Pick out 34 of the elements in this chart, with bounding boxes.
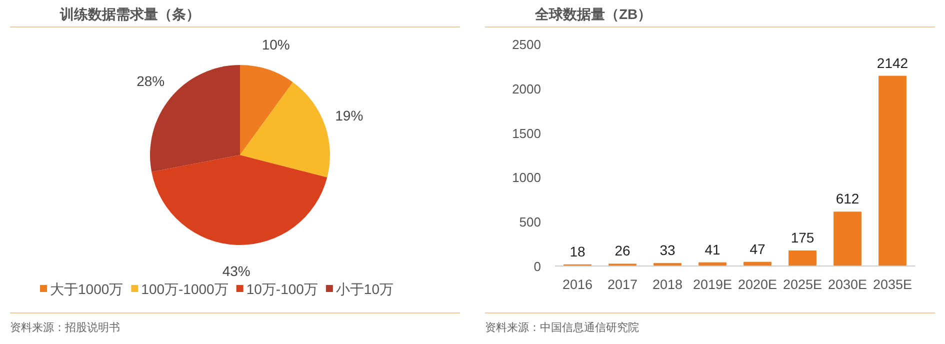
x-tick-label: 2016 [562, 277, 593, 292]
x-tick-label: 2017 [607, 277, 638, 292]
data-label: 175 [790, 229, 814, 246]
legend-label: 小于10万 [336, 281, 394, 297]
x-tick-label: 2030E [828, 277, 868, 292]
y-tick-label: 2000 [512, 81, 541, 96]
y-tick-label: 2500 [512, 37, 541, 52]
text: 资料来源：招股说明书 [10, 321, 120, 334]
text: 资料来源：中国信息通信研究院 [485, 321, 639, 334]
legend-label: 大于1000万 [50, 281, 124, 297]
data-label: 47 [750, 240, 766, 257]
x-tick-label: 2018 [652, 277, 683, 292]
data-label: 26 [614, 242, 630, 259]
legend-label: 10万-100万 [246, 281, 318, 297]
x-tick-label: 2035E [872, 277, 912, 292]
y-tick-label: 1500 [512, 126, 541, 141]
x-tick-label: 2019E [692, 277, 732, 292]
data-label: 28% [136, 73, 165, 90]
data-label: 43% [222, 262, 250, 279]
data-label: 612 [836, 190, 860, 207]
y-tick-label: 1000 [512, 170, 541, 186]
data-label: 2142 [876, 54, 908, 71]
data-label: 10% [262, 36, 290, 53]
data-label: 41 [704, 241, 720, 258]
data-label: 33 [660, 242, 676, 258]
x-tick-label: 2025E [782, 277, 822, 292]
legend-label: 100万-1000万 [141, 281, 228, 297]
y-tick-label: 0 [534, 259, 541, 274]
data-label: 19% [335, 108, 364, 124]
chart-title: 全球数据量（ZB） [534, 6, 652, 22]
y-tick-label: 500 [519, 214, 541, 230]
data-label: 18 [570, 243, 586, 260]
x-tick-label: 2020E [738, 277, 778, 292]
chart-title: 训练数据需求量（条） [59, 6, 200, 22]
